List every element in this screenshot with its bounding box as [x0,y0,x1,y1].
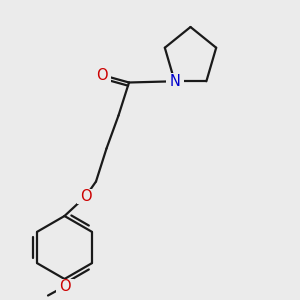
Text: O: O [59,279,70,294]
Text: N: N [169,74,180,89]
FancyBboxPatch shape [166,74,184,89]
FancyBboxPatch shape [76,189,94,204]
FancyBboxPatch shape [56,279,74,294]
FancyBboxPatch shape [93,67,111,83]
Text: O: O [96,68,108,82]
Text: O: O [80,189,91,204]
